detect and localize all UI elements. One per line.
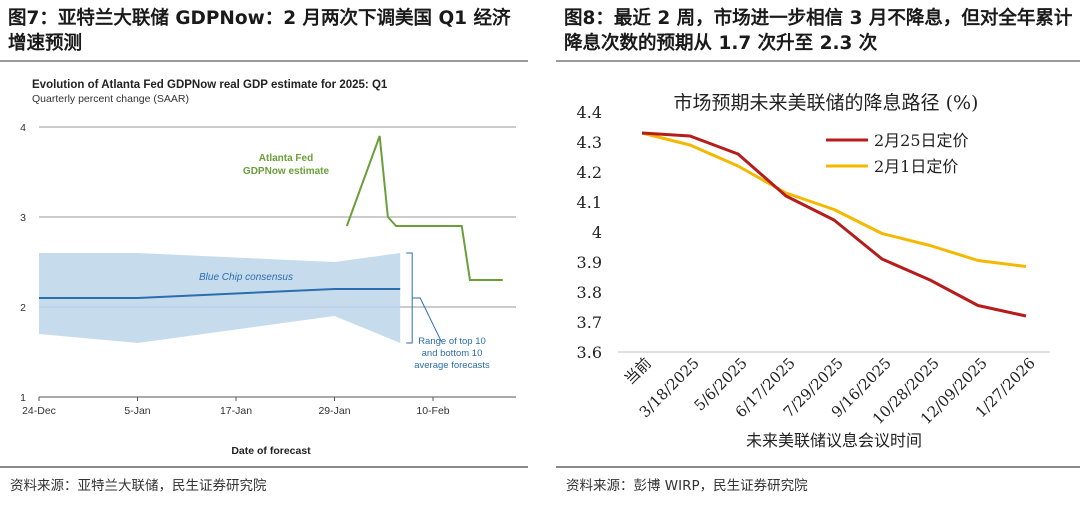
title-rule bbox=[556, 60, 1080, 62]
x-tick-label: 10-Feb bbox=[416, 405, 449, 417]
gdpnow-label: GDPNow estimate bbox=[243, 166, 330, 177]
blue-chip-line bbox=[39, 288, 401, 299]
source-note: 资料来源：亚特兰大联储，民生证券研究院 bbox=[10, 478, 267, 494]
gdpnow-line bbox=[345, 135, 503, 281]
y-tick-label: 2 bbox=[20, 302, 26, 314]
band-label: average forecasts bbox=[414, 360, 490, 371]
band-bracket bbox=[406, 252, 413, 344]
y-tick-label: 3.6 bbox=[577, 343, 602, 362]
x-axis-label: Date of forecast bbox=[231, 445, 311, 457]
band-label: Range of top 10 bbox=[418, 336, 486, 347]
y-tick-label: 3.7 bbox=[577, 313, 602, 332]
y-tick-label: 4.3 bbox=[577, 133, 602, 152]
legend-label: 2月25日定价 bbox=[874, 131, 969, 150]
x-tick-label: 17-Jan bbox=[220, 405, 252, 417]
forecast-range-band bbox=[39, 253, 401, 343]
x-tick-label: 24-Dec bbox=[22, 405, 56, 417]
x-tick-label: 29-Jan bbox=[318, 405, 350, 417]
y-tick-label: 4 bbox=[20, 122, 26, 134]
chart-title: Evolution of Atlanta Fed GDPNow real GDP… bbox=[32, 79, 388, 91]
y-tick-label: 4.4 bbox=[577, 103, 602, 122]
band-leader-line bbox=[412, 297, 442, 342]
y-tick-label: 4.1 bbox=[577, 193, 602, 212]
y-tick-label: 4.2 bbox=[577, 163, 602, 182]
x-axis-label: 未来美联储议息会议时间 bbox=[746, 431, 922, 450]
rate-path-chart: 市场预期未来美联储的降息路径 (%) 3.6 3.7 3.8 3.9 4 4.1 4.2 4.… bbox=[577, 92, 1050, 450]
chart-subtitle: Quarterly percent change (SAAR) bbox=[32, 93, 189, 105]
y-tick-label: 1 bbox=[20, 392, 26, 404]
y-tick-label: 4 bbox=[592, 223, 602, 242]
source-note: 资料来源：彭博 WIRP，民生证券研究院 bbox=[566, 478, 808, 494]
band-label: and bottom 10 bbox=[422, 348, 483, 359]
y-tick-label: 3.8 bbox=[577, 283, 602, 302]
x-tick-label: 5-Jan bbox=[124, 405, 150, 417]
source-rule bbox=[0, 466, 528, 468]
series-line bbox=[641, 131, 1027, 318]
gdpnow-chart: Evolution of Atlanta Fed GDPNow real GDP… bbox=[20, 79, 516, 457]
chart-title: 市场预期未来美联储的降息路径 (%) bbox=[674, 92, 979, 114]
y-tick-label: 3 bbox=[20, 212, 26, 224]
gdpnow-label: Atlanta Fed bbox=[259, 153, 313, 164]
title-rule bbox=[0, 60, 528, 62]
figure-title: 图7：亚特兰大联储 GDPNow：2 月两次下调美国 Q1 经济增速预测 bbox=[8, 8, 511, 54]
figure-title: 图8：最近 2 周，市场进一步相信 3 月不降息，但对全年累计降息次数的预期从 … bbox=[564, 8, 1073, 54]
series-line bbox=[641, 131, 1027, 268]
blue-chip-label: Blue Chip consensus bbox=[199, 272, 293, 283]
y-tick-label: 3.9 bbox=[577, 253, 602, 272]
x-tick-label: 当前 bbox=[621, 354, 655, 388]
legend-label: 2月1日定价 bbox=[874, 157, 958, 176]
source-rule bbox=[556, 466, 1080, 468]
right-figure-panel: 图8：最近 2 周，市场进一步相信 3 月不降息，但对全年累计降息次数的预期从 … bbox=[556, 0, 1080, 509]
left-figure-panel: 图7：亚特兰大联储 GDPNow：2 月两次下调美国 Q1 经济增速预测 Evo… bbox=[0, 0, 528, 509]
